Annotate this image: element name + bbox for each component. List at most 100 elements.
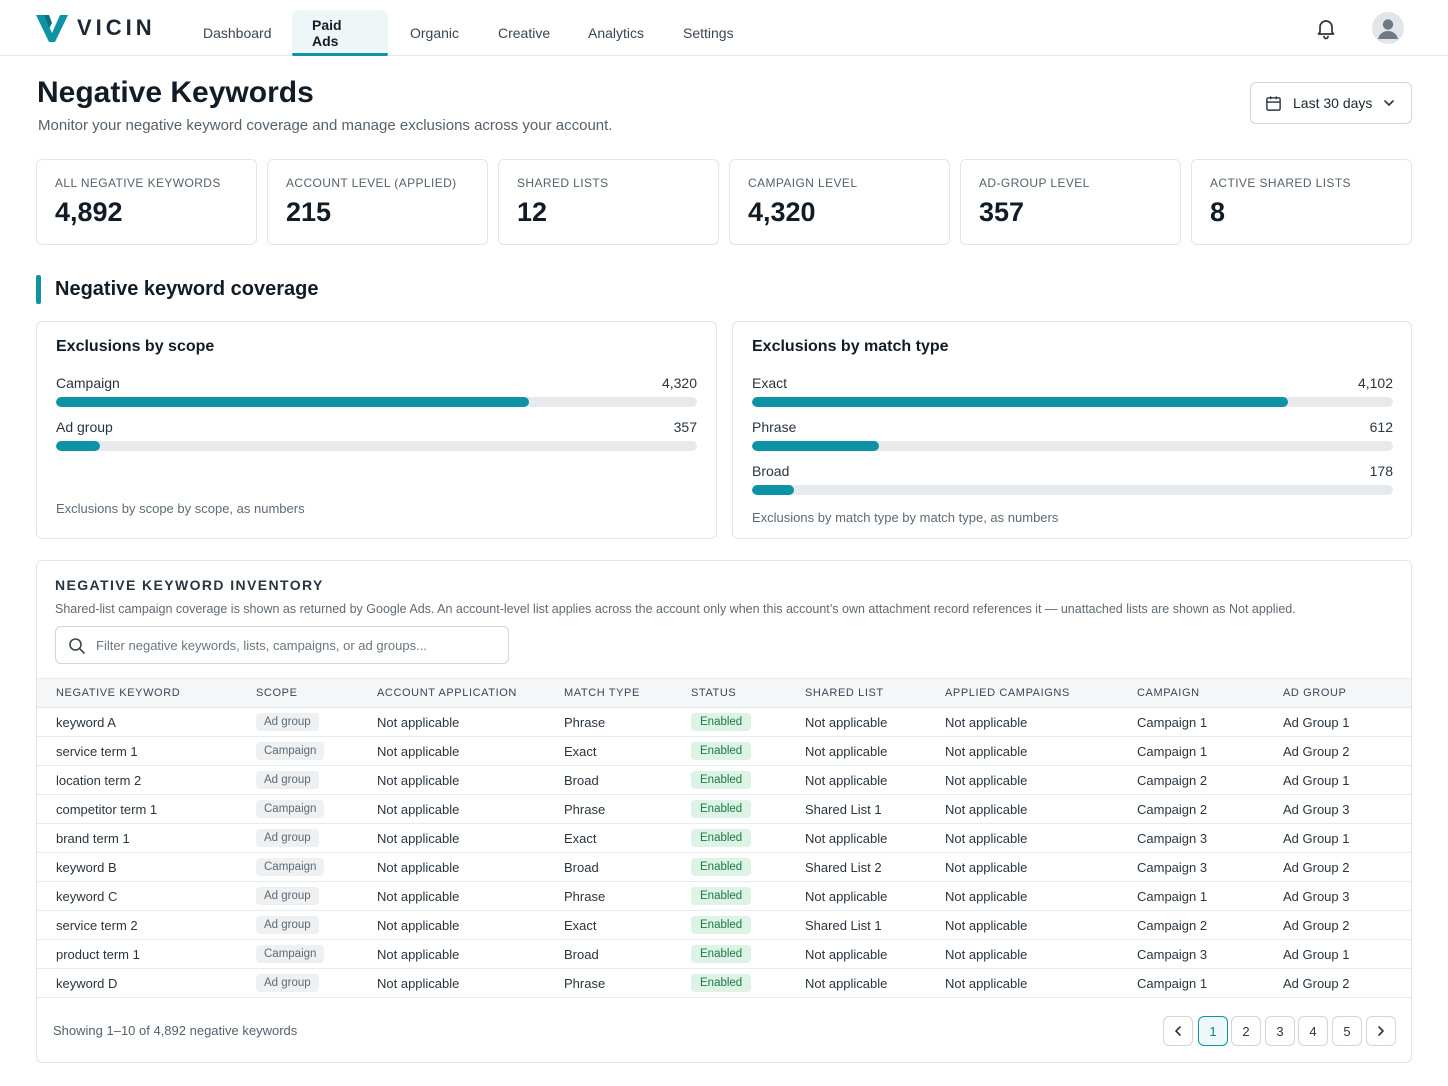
table-row[interactable]: location term 2 Ad group Not applicable Bro… — [37, 765, 1411, 795]
status-badge: Enabled — [691, 829, 752, 847]
table-row[interactable]: keyword C Ad group Not applicable Phrase Ena… — [37, 881, 1411, 911]
nav-tab-dashboard[interactable]: Dashboard — [203, 25, 272, 41]
stat-value: 357 — [979, 197, 1025, 227]
column-header-campaign[interactable]: CAMPAIGN — [1118, 678, 1264, 708]
pagination-page-1[interactable]: 1 — [1198, 1016, 1228, 1046]
scope-cell: Campaign — [237, 794, 358, 824]
table-row[interactable]: keyword D Ad group Not applicable Phrase Ena… — [37, 968, 1411, 998]
bell-icon[interactable] — [1314, 16, 1338, 40]
scope-badge: Ad group — [256, 974, 319, 992]
column-header-status[interactable]: STATUS — [672, 678, 786, 708]
scope-cell: Ad group — [237, 881, 358, 911]
status-badge: Enabled — [691, 945, 752, 963]
brand-logo[interactable]: VICIN — [36, 12, 156, 44]
applied-campaigns-cell: Not applicable — [926, 968, 1118, 998]
match-type-cell: Broad — [545, 765, 672, 795]
stat-value: 4,320 — [748, 197, 816, 227]
date-range-button[interactable]: Last 30 days — [1250, 82, 1412, 124]
table-row[interactable]: brand term 1 Ad group Not applicable Exact E… — [37, 823, 1411, 853]
table-row[interactable]: service term 2 Ad group Not applicable Exac… — [37, 910, 1411, 940]
inventory-title: NEGATIVE KEYWORD INVENTORY — [55, 577, 324, 593]
stat-value: 215 — [286, 197, 332, 227]
shared-list-cell: Not applicable — [786, 765, 926, 795]
campaign-cell: Campaign 3 — [1118, 939, 1264, 969]
stat-label: ACCOUNT LEVEL (APPLIED) — [286, 176, 457, 190]
stat-label: ALL NEGATIVE KEYWORDS — [55, 176, 221, 190]
pagination-page-4[interactable]: 4 — [1298, 1016, 1328, 1046]
bar-fill — [56, 441, 101, 451]
table-row[interactable]: keyword B Campaign Not applicable Broad Enab… — [37, 852, 1411, 882]
search-box — [55, 626, 509, 664]
match-type-cell: Exact — [545, 910, 672, 940]
account-application-cell: Not applicable — [358, 881, 545, 911]
stat-value: 4,892 — [55, 197, 123, 227]
scope-cell: Ad group — [237, 910, 358, 940]
stat-label: SHARED LISTS — [517, 176, 609, 190]
nav-tab-settings[interactable]: Settings — [683, 25, 734, 41]
table-row[interactable]: competitor term 1 Campaign Not applicable P… — [37, 794, 1411, 824]
bar-fill — [752, 441, 879, 451]
scope-cell: Ad group — [237, 968, 358, 998]
column-header-ad-group[interactable]: AD GROUP — [1264, 678, 1411, 708]
nav-tab-analytics[interactable]: Analytics — [588, 25, 645, 41]
section-accent-bar — [36, 275, 41, 304]
nav-tab-organic[interactable]: Organic — [410, 25, 460, 41]
ad-group-cell: Ad Group 3 — [1264, 881, 1411, 911]
pagination-prev-button[interactable] — [1163, 1016, 1193, 1046]
table-row[interactable]: keyword A Ad group Not applicable Phrase Ena… — [37, 707, 1411, 737]
brand-name: VICIN — [77, 15, 156, 40]
column-header-account-application[interactable]: ACCOUNT APPLICATION — [358, 678, 545, 708]
nav-tab-creative[interactable]: Creative — [498, 25, 551, 41]
stat-label: CAMPAIGN LEVEL — [748, 176, 858, 190]
keyword-cell: product term 1 — [37, 939, 237, 969]
shared-list-cell: Not applicable — [786, 736, 926, 766]
bar-track — [752, 485, 1393, 495]
ad-group-cell: Ad Group 2 — [1264, 852, 1411, 882]
table-header-row: NEGATIVE KEYWORD SCOPE ACCOUNT APPLICATI… — [37, 678, 1411, 708]
search-input[interactable] — [96, 627, 496, 663]
scope-badge: Campaign — [256, 800, 325, 818]
pagination-page-2[interactable]: 2 — [1231, 1016, 1261, 1046]
match-type-cell: Broad — [545, 852, 672, 882]
stat-card-account-level: ACCOUNT LEVEL (APPLIED) 215 — [267, 159, 488, 245]
column-header-applied-campaigns[interactable]: APPLIED CAMPAIGNS — [926, 678, 1118, 708]
stat-card-ad-group-level: AD-GROUP LEVEL 357 — [960, 159, 1181, 245]
bar-value: 178 — [1369, 463, 1393, 479]
shared-list-cell: Not applicable — [786, 968, 926, 998]
table-row[interactable]: product term 1 Campaign Not applicable Broa… — [37, 939, 1411, 969]
keyword-cell: keyword C — [37, 881, 237, 911]
column-header-match-type[interactable]: MATCH TYPE — [545, 678, 672, 708]
pagination-page-3[interactable]: 3 — [1265, 1016, 1295, 1046]
stat-card-shared-lists: SHARED LISTS 12 — [498, 159, 719, 245]
column-header-negative-keyword[interactable]: NEGATIVE KEYWORD — [37, 678, 237, 708]
nav-tab-paid-ads[interactable]: Paid Ads — [292, 10, 388, 56]
avatar[interactable] — [1372, 12, 1404, 44]
keyword-cell: service term 2 — [37, 910, 237, 940]
status-badge: Enabled — [691, 800, 752, 818]
pagination-summary: Showing 1–10 of 4,892 negative keywords — [53, 1023, 298, 1038]
table-row[interactable]: service term 1 Campaign Not applicable Exac… — [37, 736, 1411, 766]
chevron-down-icon — [1384, 100, 1395, 106]
pagination-page-5[interactable]: 5 — [1332, 1016, 1362, 1046]
account-application-cell: Not applicable — [358, 939, 545, 969]
status-badge: Enabled — [691, 916, 752, 934]
campaign-cell: Campaign 1 — [1118, 881, 1264, 911]
bar-track — [752, 397, 1393, 407]
status-cell: Enabled — [672, 765, 786, 795]
keyword-cell: service term 1 — [37, 736, 237, 766]
status-badge: Enabled — [691, 887, 752, 905]
status-cell: Enabled — [672, 736, 786, 766]
applied-campaigns-cell: Not applicable — [926, 707, 1118, 737]
column-header-scope[interactable]: SCOPE — [237, 678, 358, 708]
campaign-cell: Campaign 3 — [1118, 823, 1264, 853]
chevron-right-icon — [1378, 1026, 1384, 1036]
shared-list-cell: Not applicable — [786, 881, 926, 911]
scope-cell: Campaign — [237, 852, 358, 882]
match-type-cell: Phrase — [545, 881, 672, 911]
scope-cell: Campaign — [237, 736, 358, 766]
ad-group-cell: Ad Group 2 — [1264, 910, 1411, 940]
pagination-next-button[interactable] — [1366, 1016, 1396, 1046]
ad-group-cell: Ad Group 3 — [1264, 794, 1411, 824]
column-header-shared-list[interactable]: SHARED LIST — [786, 678, 926, 708]
bar-fill — [752, 397, 1288, 407]
